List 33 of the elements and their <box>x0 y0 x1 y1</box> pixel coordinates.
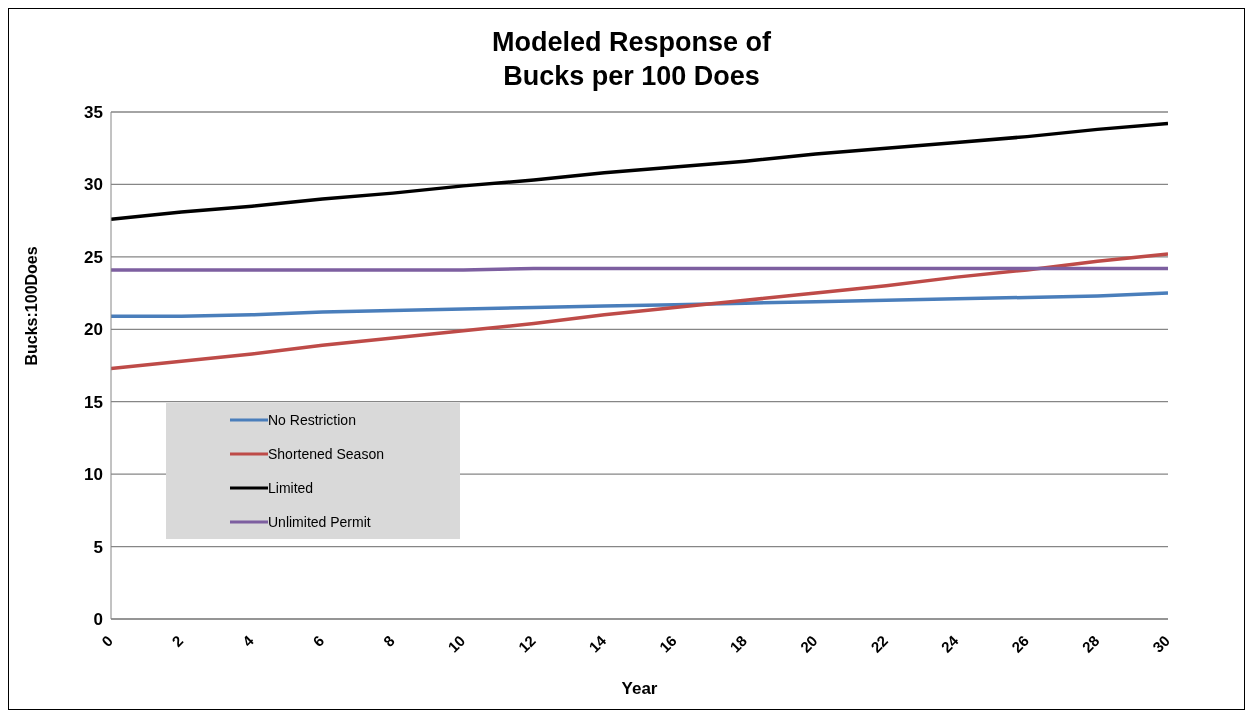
x-tick-label: 20 <box>796 631 821 656</box>
legend-label: Limited <box>268 480 314 496</box>
y-tick-label: 5 <box>93 537 103 557</box>
x-tick-label: 24 <box>937 631 962 656</box>
y-tick-label: 0 <box>93 610 103 630</box>
y-tick-label: 20 <box>84 320 103 340</box>
x-tick-label: 8 <box>379 631 398 650</box>
x-tick-label: 16 <box>655 631 680 656</box>
line-series <box>111 291 1168 318</box>
x-tick-label: 30 <box>1149 631 1173 656</box>
y-tick-label: 25 <box>84 247 103 267</box>
line-series <box>111 252 1168 371</box>
legend-label: Unlimited Permit <box>268 514 371 530</box>
x-tick-label: 12 <box>514 631 539 656</box>
x-tick-label: 2 <box>168 631 187 650</box>
x-tick-label: 14 <box>585 631 610 656</box>
x-tick-label: 26 <box>1008 631 1032 656</box>
y-axis-title: Bucks:100Does <box>22 246 40 366</box>
legend-label: No Restriction <box>268 412 356 428</box>
y-tick-label: 10 <box>84 465 103 485</box>
y-tick-label: 15 <box>84 392 103 412</box>
x-tick-label: 22 <box>867 631 892 656</box>
x-axis-title: Year <box>621 679 658 698</box>
y-tick-label: 35 <box>84 103 103 123</box>
legend-label: Shortened Season <box>268 446 384 462</box>
x-tick-label: 4 <box>238 631 258 650</box>
chart-title: Modeled Response of Bucks per 100 Does <box>491 26 772 93</box>
x-tick-label: 6 <box>309 631 328 650</box>
line-series <box>111 121 1168 221</box>
x-tick-label: 10 <box>444 631 469 656</box>
x-tick-label: 28 <box>1078 631 1103 656</box>
x-tick-label: 18 <box>726 631 751 656</box>
y-tick-label: 30 <box>84 175 103 195</box>
